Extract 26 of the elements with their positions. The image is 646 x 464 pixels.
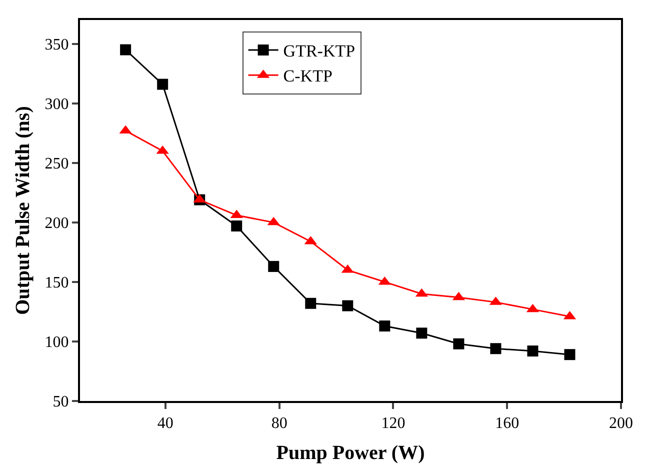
y-tick-label: 150: [44, 274, 69, 292]
point: [490, 343, 502, 354]
point: [305, 298, 316, 309]
point: [342, 300, 354, 312]
point: [379, 320, 390, 332]
x-tick-label: 80: [271, 415, 288, 432]
point: [268, 260, 280, 272]
x-tick-label: 120: [381, 415, 406, 432]
point: [231, 220, 242, 232]
point: [416, 328, 428, 339]
y-tick-label: 100: [44, 334, 69, 352]
legend-label: C-KTP: [283, 66, 332, 86]
point: [564, 349, 576, 360]
x-tick-label: 200: [609, 415, 633, 432]
point: [453, 338, 464, 350]
x-tick-label: 40: [157, 415, 174, 432]
legend-label: GTR-KTP: [283, 42, 356, 61]
y-tick-label: 300: [44, 96, 69, 113]
y-tick-label: 350: [44, 36, 69, 54]
y-axis-title: Output Pulse Width (ns): [12, 106, 34, 315]
y-tick-label: 200: [44, 215, 69, 232]
x-tick-label: 160: [495, 415, 520, 432]
x-axis-title: Pump Power (W): [276, 442, 425, 464]
y-tick-label: 250: [44, 155, 69, 172]
y-tick-label: 50: [52, 394, 69, 411]
point: [527, 345, 538, 356]
